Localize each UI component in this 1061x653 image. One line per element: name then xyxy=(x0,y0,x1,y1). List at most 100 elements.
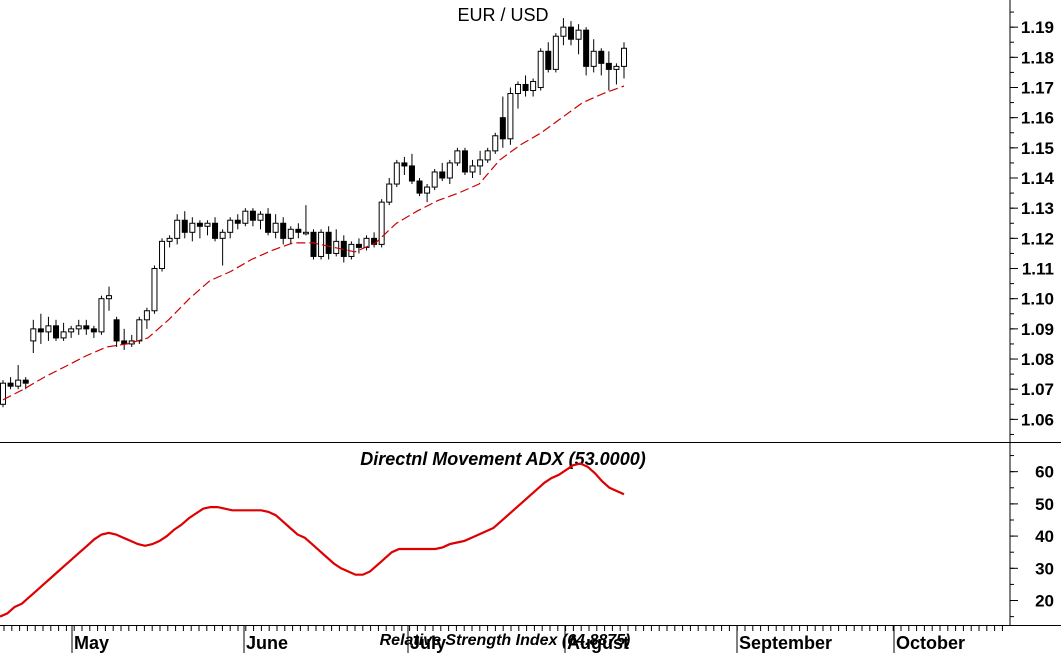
candle-down xyxy=(113,319,120,342)
candle-up xyxy=(492,135,499,152)
candle-down xyxy=(401,162,408,167)
candle-up xyxy=(424,186,431,194)
price-tick-label: 1.18 xyxy=(1021,48,1054,67)
candle-down xyxy=(310,231,317,257)
adx-series-line xyxy=(0,462,625,618)
candle-up xyxy=(469,165,476,173)
moving-average-line xyxy=(2,85,625,401)
price-tick-label: 1.10 xyxy=(1021,290,1054,309)
price-tick-label: 1.07 xyxy=(1021,380,1054,399)
candle-down xyxy=(439,171,446,179)
candle-up xyxy=(174,219,181,239)
candle-down xyxy=(295,228,302,233)
candle-up xyxy=(136,319,143,342)
candle-up xyxy=(537,50,544,88)
candle-up xyxy=(189,222,196,233)
adx-indicator-title: Directnl Movement ADX (53.0000) xyxy=(360,449,645,469)
month-label: July xyxy=(410,633,446,653)
candle-up xyxy=(590,50,597,67)
month-label: September xyxy=(739,633,832,653)
candle-up xyxy=(143,310,150,321)
candle-up xyxy=(242,210,249,224)
candle-up xyxy=(560,26,567,37)
candle-up xyxy=(530,80,537,92)
candle-up xyxy=(60,331,67,339)
candle-up xyxy=(613,65,620,70)
price-chart-title: EUR / USD xyxy=(457,5,548,25)
price-tick-label: 1.15 xyxy=(1021,139,1054,158)
candle-up xyxy=(378,201,385,245)
candle-down xyxy=(212,222,219,239)
candle-up xyxy=(484,150,491,161)
candle-down xyxy=(416,180,423,194)
candle-up xyxy=(575,29,582,40)
candle-up xyxy=(446,162,453,179)
candle-up xyxy=(45,325,52,333)
candle-up xyxy=(302,231,309,235)
candle-down xyxy=(545,50,552,70)
candle-down xyxy=(265,213,272,233)
adx-tick-label: 30 xyxy=(1035,559,1054,578)
candle-up xyxy=(272,222,279,233)
adx-line xyxy=(0,462,625,618)
candle-up xyxy=(454,150,461,164)
month-label: June xyxy=(246,633,288,653)
candle-up xyxy=(75,325,82,330)
adx-tick-label: 50 xyxy=(1035,495,1054,514)
candle-up xyxy=(30,328,37,342)
candle-down xyxy=(83,325,90,330)
price-tick-label: 1.09 xyxy=(1021,320,1054,339)
price-tick-label: 1.12 xyxy=(1021,229,1054,248)
candle-up xyxy=(552,35,559,70)
candle-up xyxy=(227,219,234,233)
adx-tick-label: 60 xyxy=(1035,463,1054,482)
month-label: August xyxy=(567,633,629,653)
candle-down xyxy=(249,210,256,221)
candle-up xyxy=(621,47,627,67)
month-axis: May June July August September October xyxy=(3,626,1003,653)
candle-down xyxy=(90,328,97,333)
price-tick-label: 1.19 xyxy=(1021,18,1054,37)
candle-down xyxy=(53,325,60,339)
candle-up xyxy=(477,159,484,167)
candle-up xyxy=(431,171,438,188)
price-tick-label: 1.11 xyxy=(1022,260,1054,279)
candle-up xyxy=(386,183,393,203)
candle-down xyxy=(325,231,332,254)
candle-up xyxy=(0,382,6,405)
rsi-indicator-title: Relative Strength Index (64.8875) xyxy=(380,632,631,649)
candle-up xyxy=(204,222,211,227)
candle-up xyxy=(98,298,105,333)
candle-down xyxy=(355,243,362,248)
candle-up xyxy=(159,240,166,270)
candle-down xyxy=(196,222,203,227)
price-tick-label: 1.17 xyxy=(1021,78,1054,97)
candle-up xyxy=(151,268,158,312)
candle-down xyxy=(280,222,287,239)
candle-down xyxy=(37,328,44,333)
candle-down xyxy=(567,26,574,40)
candle-down xyxy=(7,382,14,387)
candle-down xyxy=(181,219,188,233)
candle-up xyxy=(219,231,226,239)
candle-up xyxy=(393,162,400,185)
candlesticks xyxy=(0,18,627,408)
candle-up xyxy=(507,93,514,140)
candle-up xyxy=(15,379,22,387)
month-label: October xyxy=(896,633,965,653)
candle-down xyxy=(598,50,605,64)
month-label: May xyxy=(74,633,109,653)
candle-down xyxy=(408,165,415,182)
candle-up xyxy=(257,213,264,221)
candle-up xyxy=(287,228,294,239)
price-tick-label: 1.06 xyxy=(1021,410,1054,429)
candle-up xyxy=(166,237,173,242)
price-tick-label: 1.16 xyxy=(1021,109,1054,128)
candle-up xyxy=(68,328,75,333)
candle-down xyxy=(605,62,612,70)
adx-tick-label: 20 xyxy=(1035,592,1054,611)
candle-up xyxy=(363,237,370,248)
candle-down xyxy=(22,379,29,384)
moving-average xyxy=(2,85,625,401)
